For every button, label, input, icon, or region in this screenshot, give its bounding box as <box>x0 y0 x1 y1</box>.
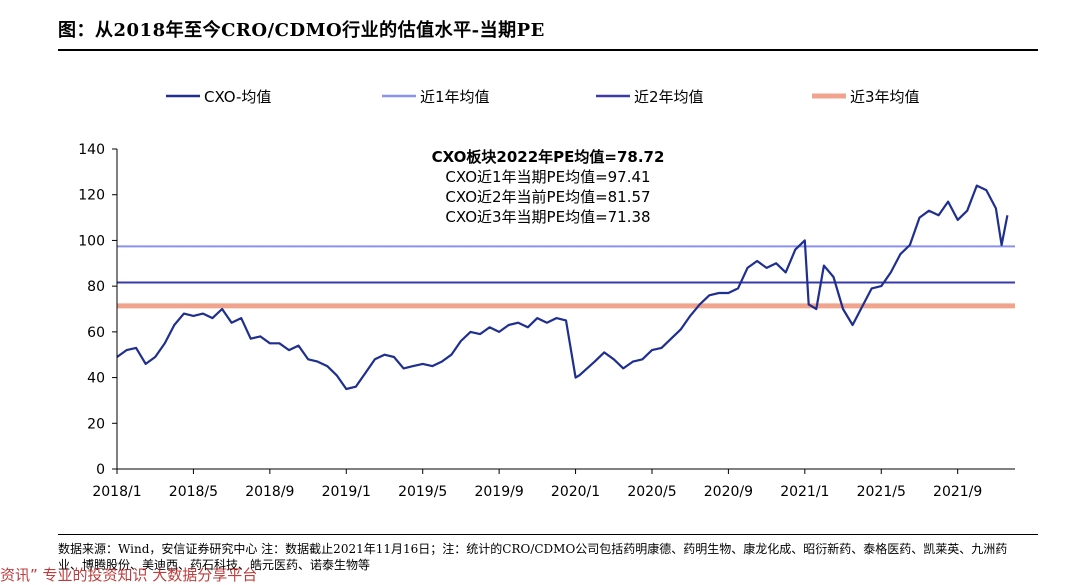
annotation-line: CXO近2年当前PE均值=81.57 <box>445 188 650 206</box>
annotation-line: CXO近3年当期PE均值=71.38 <box>445 208 650 226</box>
legend-label: CXO-均值 <box>204 88 271 106</box>
x-tick-label: 2020/9 <box>704 484 753 500</box>
y-tick-label: 60 <box>87 325 105 341</box>
annotation-line: CXO近1年当期PE均值=97.41 <box>445 168 650 186</box>
legend-label: 近3年均值 <box>850 88 920 106</box>
figure-title: 图：从2018年至今CRO/CDMO行业的估值水平-当期PE <box>58 20 545 41</box>
chart-axes: 0 20 40 60 80 100 120 140 2018/1 2018/5 2018/9 2019… <box>78 142 1015 500</box>
y-tick-label: 40 <box>87 371 105 387</box>
annotation-headline: CXO板块2022年PE均值=78.72 <box>432 148 665 166</box>
x-tick-label: 2019/1 <box>322 484 371 500</box>
series-line-cxo-mean <box>116 184 1009 391</box>
source-rule <box>58 534 1038 535</box>
y-tick-label: 120 <box>78 188 105 204</box>
average-lines <box>117 245 1015 309</box>
x-tick-label: 2019/5 <box>398 484 447 500</box>
y-tick-label: 100 <box>78 233 105 249</box>
x-tick-label: 2021/5 <box>857 484 906 500</box>
chart-annotation: CXO板块2022年PE均值=78.72 CXO近1年当期PE均值=97.41 CX… <box>432 148 665 226</box>
y-tick-label: 0 <box>96 462 105 478</box>
source-note: 数据来源：Wind，安信证券研究中心 注：数据截止2021年11月16日；注：统… <box>58 542 1008 572</box>
legend-label: 近1年均值 <box>420 88 490 106</box>
title-rule <box>58 49 1038 51</box>
x-tick-label: 2021/9 <box>933 484 982 500</box>
y-tick-label: 80 <box>87 279 105 295</box>
x-tick-label: 2018/9 <box>245 484 294 500</box>
watermark-overlay: 资讯” 专业的投资知识 大数据分享平台 <box>0 566 258 584</box>
x-tick-label: 2020/5 <box>627 484 676 500</box>
legend-label: 近2年均值 <box>634 88 704 106</box>
chart-legend: CXO-均值 近1年均值 近2年均值 近3年均值 <box>166 88 920 106</box>
x-tick-label: 2018/5 <box>169 484 218 500</box>
x-tick-label: 2020/1 <box>551 484 600 500</box>
x-tick-label: 2021/1 <box>780 484 829 500</box>
series-layer <box>116 184 1009 391</box>
x-tick-label: 2019/9 <box>474 484 523 500</box>
y-tick-label: 20 <box>87 416 105 432</box>
pe-line-chart: CXO-均值 近1年均值 近2年均值 近3年均值 0 20 40 60 80 100 120 140… <box>78 88 1015 500</box>
y-tick-label: 140 <box>78 142 105 158</box>
x-tick-label: 2018/1 <box>92 484 141 500</box>
